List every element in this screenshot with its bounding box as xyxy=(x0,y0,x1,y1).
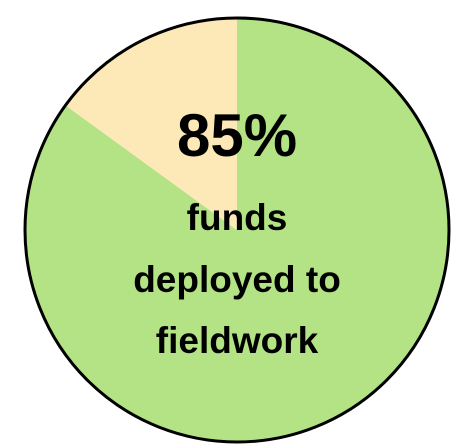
caption-line: deployed to xyxy=(133,259,341,300)
pie-slice xyxy=(24,18,449,442)
pie-slice xyxy=(65,18,237,230)
pie xyxy=(24,18,449,442)
value-label: 85% xyxy=(177,102,297,169)
caption-line: fieldwork xyxy=(156,320,319,361)
caption-line: funds xyxy=(187,197,288,238)
pie-outline xyxy=(23,16,451,444)
